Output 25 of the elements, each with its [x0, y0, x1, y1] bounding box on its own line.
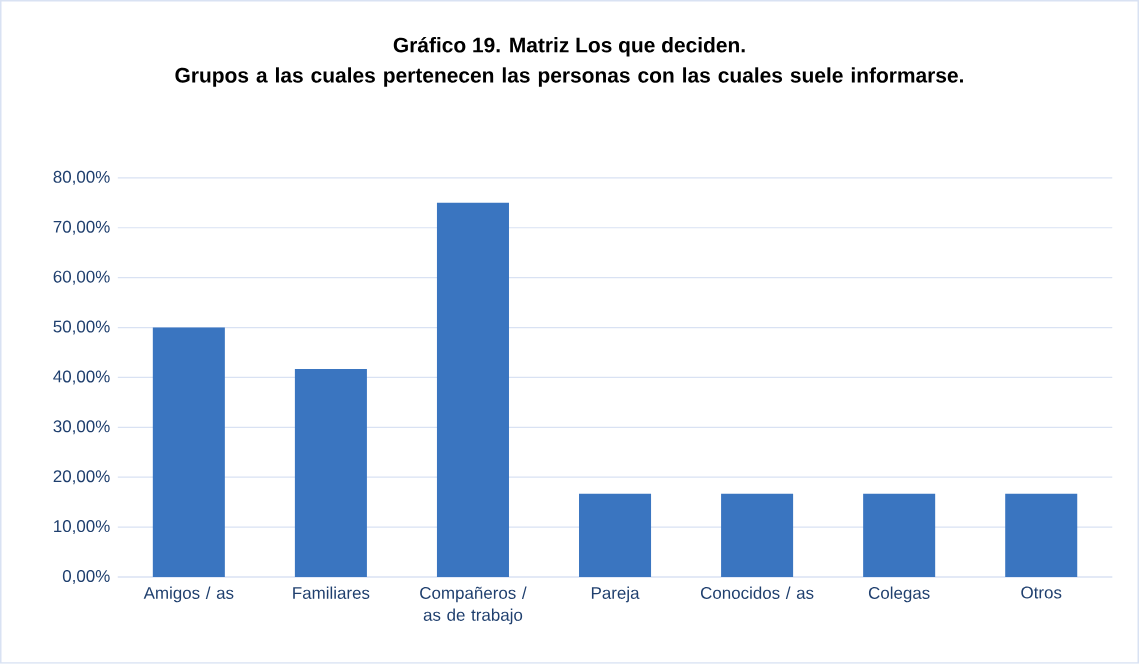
y-tick-label: 80,00% [53, 170, 110, 185]
chart-subtitle: Grupos a las cuales pertenecen las personas con las cuales suele informarse. [175, 67, 963, 87]
y-tick-label: 30,00% [53, 420, 110, 435]
bar [863, 493, 936, 578]
y-tick-label: 20,00% [53, 470, 110, 485]
y-tick-label: 10,00% [54, 520, 110, 535]
x-tick-label: Compañeros / as de trabajo [420, 586, 527, 625]
x-tick-label: Amigos / as [143, 586, 234, 603]
y-tick-label: 70,00% [53, 220, 110, 235]
y-tick-label: 0,00% [62, 570, 110, 585]
chart-title: Gráfico 19. Matriz Los que deciden. [393, 37, 745, 57]
y-tick-label: 60,00% [53, 270, 110, 285]
x-tick-label: Pareja [591, 586, 640, 603]
y-tick-label: 50,00% [53, 320, 110, 335]
bar [579, 493, 652, 578]
bar [721, 493, 794, 578]
x-tick-label: Colegas [868, 586, 930, 603]
y-tick-label: 40,00% [53, 370, 110, 385]
bar [152, 327, 225, 578]
x-tick-label: Familiares [293, 586, 370, 600]
bar [436, 202, 509, 578]
x-tick-label: Conocidos / as [700, 586, 814, 600]
bar [294, 369, 367, 578]
x-tick-label: Otros [1021, 586, 1062, 599]
bar [1005, 493, 1078, 578]
